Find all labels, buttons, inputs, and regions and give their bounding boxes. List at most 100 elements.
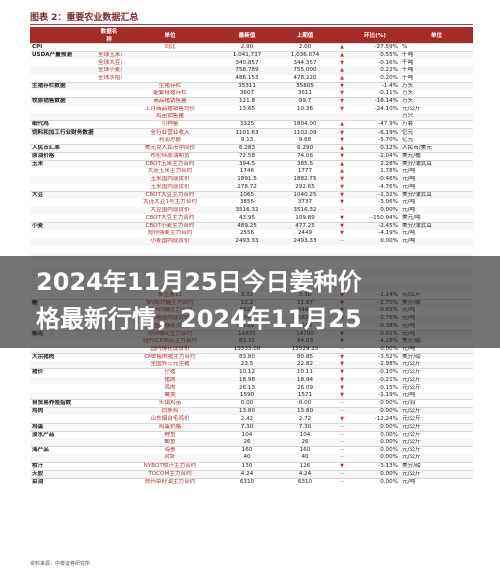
figure-title: 图表 2：重要农业数据汇总: [30, 13, 139, 23]
trend-icon: —: [334, 399, 350, 408]
change-cell: 0.00%: [350, 206, 400, 215]
table-row: 禽类 1590 1571 ▼ -1.19% 元/吨: [30, 391, 473, 400]
change-cell: 0.00%: [350, 454, 400, 462]
indicator-cell: [122, 245, 218, 253]
previous-value-cell: 9.68: [298, 136, 312, 143]
title-rule: [30, 24, 473, 25]
table-row: 鲫鱼 26 26—0.00% 元/公斤: [30, 438, 473, 447]
unit-cell: 元/公斤: [400, 430, 473, 439]
change-cell: 0.00%: [350, 237, 400, 246]
indicator-cell: [96, 230, 122, 238]
change-cell: 0.00%: [350, 422, 400, 432]
previous-value-cell: 4.24: [276, 469, 334, 478]
table-row: USDA产量预测全球玉米产量预测 1,041,7371,036,074▲0.55%…: [30, 51, 473, 60]
trend-icon: —: [334, 345, 350, 354]
category-cell: [30, 66, 96, 75]
trend-icon: ▼: [334, 361, 350, 369]
change-cell: -150.04%: [371, 214, 398, 221]
unit-cell: 元/吨: [402, 168, 416, 175]
trend-icon: ▼: [334, 391, 350, 400]
table-row: 生猪存栏数据 生猪存栏 35311 35805 ▼ -1.4% 万头: [30, 81, 473, 91]
latest-value-cell: 3607: [239, 90, 255, 97]
previous-value-cell: 18.94: [276, 376, 334, 385]
indicator-cell: [96, 391, 122, 400]
latest-value-cell: 1101.63: [218, 128, 276, 137]
trend-icon: —: [334, 422, 350, 432]
previous-value-cell: 3516.32: [276, 206, 334, 215]
trend-icon: ▲: [334, 43, 350, 52]
table-row: 鸡蛋 鸡蛋价格 7.30 7.30—0.00% 元/公斤: [30, 422, 473, 432]
indicator-cell: [96, 214, 122, 222]
previous-value-cell: 35805: [276, 81, 334, 91]
previous-value-cell: 477.25: [276, 221, 334, 230]
latest-value-cell: 340,857: [235, 59, 259, 66]
table-row: 大宗猪肉 CME瘦肉猪主力合约 83.80 80.85 ▼ -3.52% 美分/磅: [30, 352, 473, 362]
previous-value-cell: 13.80: [276, 407, 334, 416]
latest-value-cell: 83.80: [218, 352, 276, 362]
category-cell: 鸡肉: [30, 407, 96, 416]
indicator-cell: 生猪存栏: [122, 81, 218, 91]
trend-icon: ▼: [334, 128, 350, 137]
table-row: 鸡苗销售量 万只: [30, 113, 473, 121]
category-cell: [30, 384, 96, 392]
table-row: 能繁母猪存栏 3607 3611 ▼ -0.11% 万头: [30, 90, 473, 98]
trend-icon: ▼: [334, 175, 350, 184]
latest-value-cell: 35311: [218, 81, 276, 91]
indicator-cell: 大连大豆1号主力合约: [143, 199, 197, 206]
trend-icon: ▼: [340, 90, 344, 97]
latest-value-cell: 278.72: [237, 183, 257, 190]
table-row: 原油价格 布伦特原油期货 72.58 74.06 ▼ -2.04% 美元/桶: [30, 151, 473, 161]
indicator-cell: 小麦国内现货价: [122, 237, 218, 246]
category-cell: 人民币汇率: [30, 143, 96, 153]
indicator-cell: [96, 81, 122, 91]
indicator-cell: 大连玉米主力合约: [147, 168, 193, 175]
unit-cell: 亿元: [402, 136, 414, 143]
trend-icon: ▼: [340, 384, 344, 391]
category-cell: [30, 106, 96, 114]
trend-icon: ▼: [340, 183, 344, 190]
latest-value-cell: 2.42: [240, 415, 254, 422]
table-row: 细代鸡 引种量 3325 1804.00 ▲ -47.9% 万套: [30, 120, 473, 129]
change-cell: 0.00%: [350, 477, 400, 486]
unit-cell: 万头: [400, 81, 473, 91]
change-cell: 0.00%: [350, 446, 400, 455]
category-cell: [30, 245, 96, 253]
trend-icon: ▼: [334, 81, 350, 91]
unit-cell: 元/吨: [402, 230, 416, 237]
trend-icon: ▼: [340, 59, 344, 66]
indicator-cell: [96, 113, 122, 121]
category-cell: [30, 137, 96, 145]
indicator-cell: [96, 175, 122, 184]
indicator-cell: [96, 384, 122, 392]
trend-icon: [334, 245, 350, 253]
latest-value-cell: 0.00: [218, 399, 276, 408]
latest-value-cell: 3516.32: [218, 206, 276, 215]
unit-cell: 人民币/美元: [400, 143, 473, 153]
unit-cell: 美分/蒲式耳: [400, 190, 473, 199]
previous-value-cell: 1804.00: [276, 120, 334, 129]
change-cell: -1.19%: [350, 391, 400, 400]
unit-cell: 千吨: [402, 74, 414, 81]
trend-icon: ▲: [334, 159, 350, 169]
category-cell: 海产品: [30, 446, 96, 455]
category-cell: [30, 454, 96, 462]
indicator-cell: TOCOM主力合约: [122, 469, 218, 478]
change-cell: -1.4%: [350, 81, 400, 91]
unit-cell: 元/吨: [400, 345, 473, 354]
indicator-cell: 仔猪: [122, 368, 218, 377]
change-cell: [350, 113, 400, 121]
change-cell: 0.20%: [380, 74, 398, 81]
table-row: 利润总额 9.13 9.68 ▼ -5.70% 亿元: [30, 137, 473, 145]
trend-icon: —: [334, 206, 350, 215]
latest-value-cell: 486,153: [235, 74, 259, 81]
latest-value-cell: 130: [218, 461, 276, 470]
latest-value-cell: 1746: [239, 168, 255, 175]
change-cell: -2.98%: [350, 361, 400, 369]
previous-value-cell: 6310: [276, 477, 334, 486]
latest-value-cell: 26: [218, 438, 276, 447]
article-headline[interactable]: 2024年11月25日今日姜种价 格最新行情，2024年11月25: [36, 264, 476, 338]
indicator-cell: 商品猪销售量: [122, 97, 218, 106]
indicator-cell: 猪肉: [122, 376, 218, 385]
previous-value-cell: 6.290: [276, 143, 334, 153]
column-header: 数据名称: [96, 27, 122, 44]
